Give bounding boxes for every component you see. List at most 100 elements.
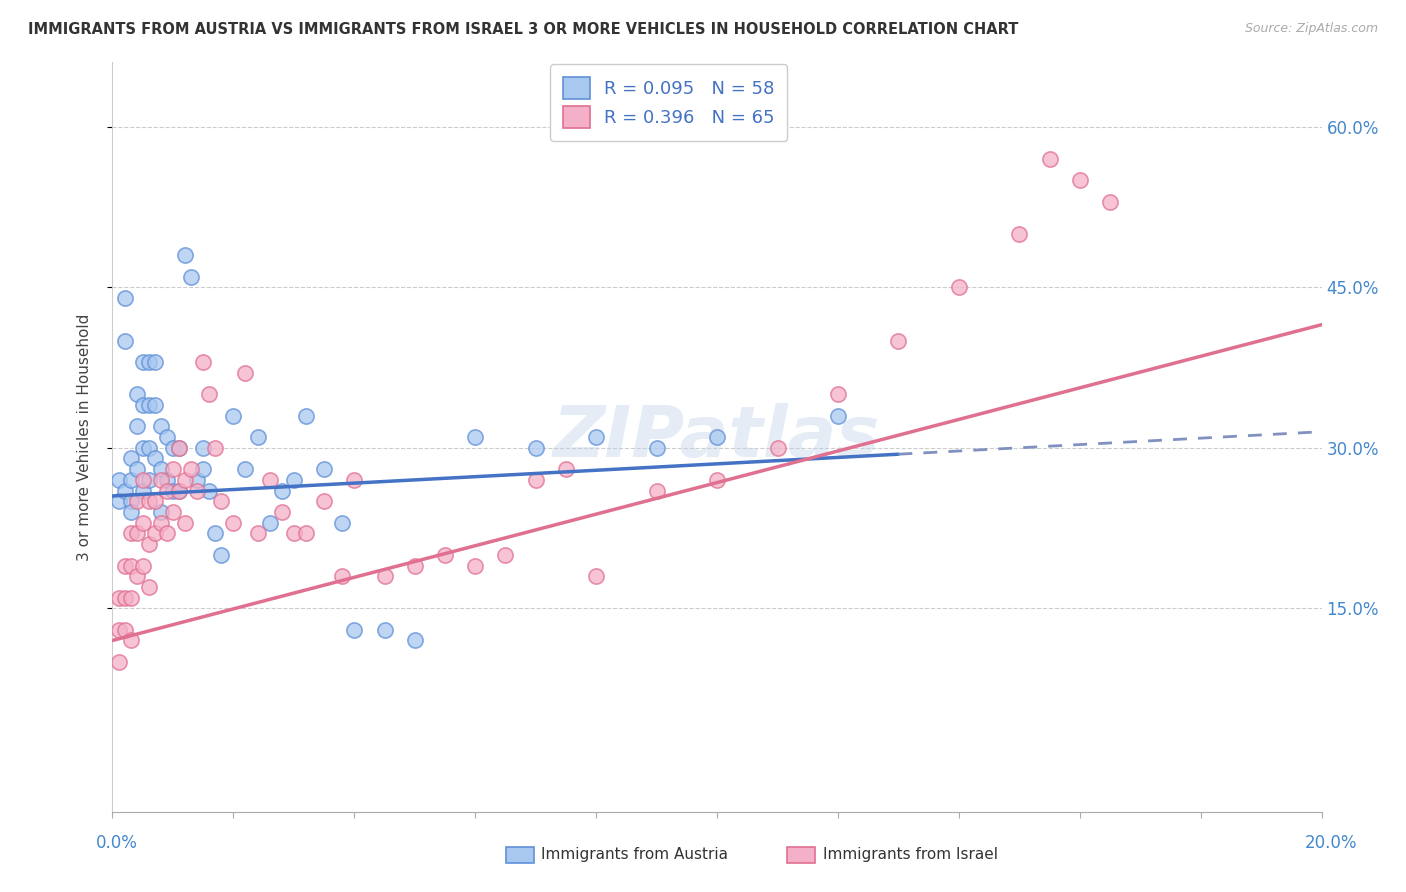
Point [645, 483, 668, 498]
Point [143, 355, 166, 369]
Point [174, 473, 197, 487]
Point [645, 441, 668, 455]
Point [107, 591, 129, 605]
Point [167, 483, 190, 498]
Point [132, 441, 155, 455]
Point [585, 430, 607, 444]
Point [330, 569, 353, 583]
Point [186, 483, 208, 498]
Point [143, 398, 166, 412]
Text: 20.0%: 20.0% [1305, 834, 1357, 852]
Point [138, 537, 160, 551]
Point [114, 334, 136, 348]
Point [180, 269, 202, 284]
Point [162, 462, 184, 476]
Point [149, 505, 172, 519]
Point [120, 505, 142, 519]
Point [191, 462, 214, 476]
Point [343, 623, 366, 637]
Point [259, 516, 281, 530]
Point [270, 483, 292, 498]
Text: Source: ZipAtlas.com: Source: ZipAtlas.com [1244, 22, 1378, 36]
Point [107, 494, 129, 508]
Point [125, 494, 148, 508]
Point [270, 505, 292, 519]
Point [585, 569, 607, 583]
Point [120, 591, 142, 605]
Point [156, 483, 179, 498]
Point [120, 558, 142, 573]
Point [1038, 152, 1062, 166]
Point [143, 451, 166, 466]
Point [706, 473, 728, 487]
Point [191, 441, 214, 455]
Point [204, 526, 226, 541]
Point [404, 558, 426, 573]
Point [766, 441, 789, 455]
Point [283, 473, 305, 487]
Point [204, 441, 226, 455]
Point [433, 548, 456, 562]
Point [138, 398, 160, 412]
Point [330, 516, 353, 530]
Legend: R = 0.095   N = 58, R = 0.396   N = 65: R = 0.095 N = 58, R = 0.396 N = 65 [550, 64, 787, 141]
Point [1098, 194, 1121, 209]
Point [149, 516, 172, 530]
Point [132, 398, 155, 412]
Point [120, 451, 142, 466]
Point [132, 516, 155, 530]
Point [464, 558, 486, 573]
Point [198, 387, 221, 401]
Point [114, 483, 136, 498]
Point [156, 473, 179, 487]
Point [174, 248, 197, 262]
Point [235, 366, 257, 380]
Point [295, 409, 318, 423]
Point [156, 430, 179, 444]
Point [246, 526, 269, 541]
Point [495, 548, 517, 562]
Point [125, 526, 148, 541]
Point [186, 473, 208, 487]
Point [1008, 227, 1031, 241]
Point [132, 355, 155, 369]
Point [191, 355, 214, 369]
Point [107, 655, 129, 669]
Point [120, 526, 142, 541]
Text: 0.0%: 0.0% [96, 834, 138, 852]
Point [143, 494, 166, 508]
Point [174, 516, 197, 530]
Point [143, 526, 166, 541]
Point [125, 419, 148, 434]
Point [209, 548, 232, 562]
Point [259, 473, 281, 487]
Point [1069, 173, 1091, 187]
Point [132, 558, 155, 573]
Point [156, 526, 179, 541]
Point [887, 334, 910, 348]
Point [125, 387, 148, 401]
Point [374, 623, 396, 637]
Point [198, 483, 221, 498]
Point [125, 569, 148, 583]
Point [222, 409, 245, 423]
Point [107, 623, 129, 637]
Point [162, 505, 184, 519]
Text: Immigrants from Israel: Immigrants from Israel [823, 847, 997, 862]
Point [706, 430, 728, 444]
Point [222, 516, 245, 530]
Point [343, 473, 366, 487]
Point [149, 473, 172, 487]
Point [132, 483, 155, 498]
Text: IMMIGRANTS FROM AUSTRIA VS IMMIGRANTS FROM ISRAEL 3 OR MORE VEHICLES IN HOUSEHOL: IMMIGRANTS FROM AUSTRIA VS IMMIGRANTS FR… [28, 22, 1018, 37]
Point [138, 473, 160, 487]
Point [524, 441, 547, 455]
Point [162, 441, 184, 455]
Point [235, 462, 257, 476]
Point [120, 494, 142, 508]
Text: ZIPatlas: ZIPatlas [554, 402, 880, 472]
Point [827, 387, 849, 401]
Point [107, 473, 129, 487]
Point [246, 430, 269, 444]
Point [295, 526, 318, 541]
